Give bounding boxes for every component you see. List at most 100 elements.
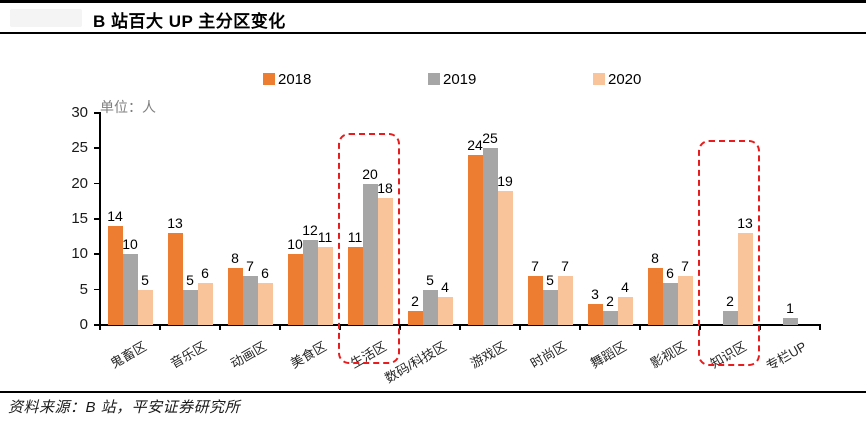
x-tick-mark: [819, 325, 821, 330]
bar-2018-影视区: [647, 268, 663, 325]
bar-2020-鬼畜区: [137, 289, 153, 325]
legend-swatch-icon: [263, 73, 275, 85]
bar-2018-动画区: [227, 268, 243, 325]
y-axis-tick-label: 0: [79, 316, 88, 333]
bar-value-label: 1: [786, 299, 794, 316]
bar-value-label: 6: [201, 264, 209, 281]
x-tick-mark: [519, 325, 521, 330]
bar-2018-数码/科技区: [407, 310, 423, 325]
bar-value-label: 7: [246, 257, 254, 274]
bar-2019-舞蹈区: [602, 310, 618, 325]
y-axis-tick-label: 10: [71, 245, 88, 263]
legend-item-2019: 2019: [428, 70, 476, 88]
bar-value-label: 10: [122, 236, 138, 253]
bar-2020-影视区: [677, 275, 693, 325]
footer-divider: [0, 391, 866, 393]
bar-value-label: 10: [287, 236, 303, 253]
bar-value-label: 13: [737, 215, 753, 232]
bar-value-label: 2: [726, 292, 734, 309]
legend-label: 2019: [443, 70, 477, 88]
bar-value-label: 19: [497, 172, 513, 189]
bar-2020-游戏区: [497, 190, 513, 325]
bar-2018-鬼畜区: [107, 226, 123, 325]
y-tick-mark: [94, 147, 100, 149]
bar-value-label: 2: [606, 292, 614, 309]
bar-2019-音乐区: [182, 289, 198, 325]
bar-value-label: 12: [302, 222, 318, 239]
x-tick-mark: [699, 325, 701, 330]
bar-value-label: 7: [531, 257, 539, 274]
bar-value-label: 14: [107, 208, 123, 225]
bar-2020-数码/科技区: [437, 296, 453, 325]
bar-2019-时尚区: [542, 289, 558, 325]
bar-2019-生活区: [362, 183, 378, 325]
legend-swatch-icon: [428, 73, 440, 85]
y-tick-mark: [94, 324, 100, 326]
bar-2018-舞蹈区: [587, 303, 603, 325]
top-divider: [0, 0, 866, 3]
x-tick-mark: [159, 325, 161, 330]
bar-2020-知识区: [737, 233, 753, 325]
bar-value-label: 6: [261, 264, 269, 281]
bar-value-label: 3: [591, 285, 599, 302]
bar-value-label: 8: [651, 250, 659, 267]
bar-2020-动画区: [257, 282, 273, 325]
bar-2019-知识区: [722, 310, 738, 325]
bar-value-label: 7: [561, 257, 569, 274]
bar-value-label: 4: [441, 278, 449, 295]
data-source-note: 资料来源：B 站，平安证券研究所: [8, 399, 241, 416]
x-tick-mark: [579, 325, 581, 330]
bar-value-label: 6: [666, 264, 674, 281]
x-tick-mark: [219, 325, 221, 330]
bar-value-label: 18: [377, 179, 393, 196]
y-tick-mark: [94, 288, 100, 291]
bar-value-label: 24: [467, 137, 483, 154]
y-axis-tick-label: 25: [71, 139, 88, 157]
legend-item-2020: 2020: [593, 70, 641, 88]
bar-value-label: 7: [681, 257, 689, 274]
y-axis-tick-label: 30: [71, 104, 88, 121]
bar-value-label: 5: [186, 271, 194, 288]
bar-2019-专栏UP: [782, 317, 798, 325]
title-divider: [0, 32, 866, 34]
highlight-box-生活区: [338, 133, 400, 364]
x-tick-mark: [459, 325, 461, 330]
y-axis-tick-label: 5: [79, 280, 88, 298]
bar-2019-鬼畜区: [122, 254, 138, 325]
bar-value-label: 5: [141, 271, 149, 288]
x-tick-mark: [759, 325, 761, 330]
y-tick-mark: [94, 218, 100, 220]
bar-2019-游戏区: [482, 148, 498, 325]
bar-value-label: 8: [231, 250, 239, 267]
bar-value-label: 2: [411, 292, 419, 309]
bar-2020-音乐区: [197, 282, 213, 325]
bar-2020-生活区: [377, 197, 393, 325]
bar-value-label: 5: [426, 271, 434, 288]
x-tick-mark: [279, 325, 281, 330]
x-tick-mark: [99, 325, 101, 330]
bar-2018-生活区: [347, 247, 363, 325]
chart-legend: 2018 2019 2020: [0, 70, 866, 90]
bar-value-label: 25: [482, 130, 498, 147]
y-tick-mark: [94, 253, 100, 255]
x-tick-mark: [639, 325, 641, 330]
legend-label: 2020: [608, 70, 642, 88]
bar-value-label: 4: [621, 278, 629, 295]
legend-item-2018: 2018: [263, 70, 311, 88]
bar-2019-数码/科技区: [422, 289, 438, 325]
bar-2018-美食区: [287, 254, 303, 325]
bar-value-label: 5: [546, 271, 554, 288]
bar-value-label: 13: [167, 215, 183, 232]
y-tick-mark: [94, 112, 100, 114]
bar-2018-游戏区: [467, 155, 483, 325]
bar-2020-时尚区: [557, 275, 573, 325]
y-tick-mark: [94, 182, 100, 185]
bar-2018-时尚区: [527, 275, 543, 325]
unit-label: 单位：人: [100, 99, 156, 115]
bar-2020-舞蹈区: [617, 296, 633, 325]
bar-2018-音乐区: [167, 233, 183, 325]
legend-label: 2018: [278, 70, 312, 88]
bar-2019-影视区: [662, 282, 678, 325]
